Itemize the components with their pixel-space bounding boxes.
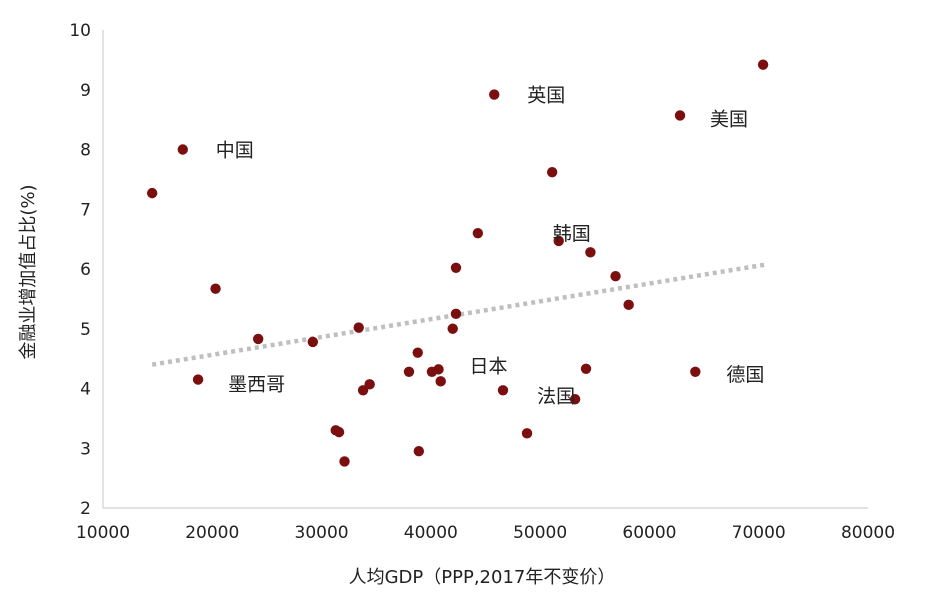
y-tick-label: 2 — [80, 499, 91, 519]
data-point — [333, 426, 345, 438]
y-tick-label: 7 — [80, 200, 91, 220]
data-point — [489, 89, 500, 100]
data-point — [585, 247, 596, 258]
point-label: 美国 — [710, 108, 748, 130]
data-point — [210, 283, 221, 294]
x-tick-label: 80000 — [841, 523, 895, 543]
data-point — [146, 187, 158, 199]
point-label: 日本 — [470, 355, 508, 377]
data-point — [339, 456, 350, 467]
data-point — [610, 270, 621, 282]
data-point — [521, 428, 533, 439]
point-label: 英国 — [527, 85, 565, 107]
x-tick-label: 70000 — [732, 523, 786, 543]
data-point — [447, 323, 458, 334]
y-axis-title: 金融业增加值占比(%) — [18, 184, 39, 359]
point-label: 德国 — [726, 364, 764, 386]
y-tick-label: 10 — [69, 21, 91, 41]
data-point — [497, 385, 509, 396]
y-tick-label: 6 — [80, 260, 91, 280]
point-label: 韩国 — [553, 223, 591, 245]
data-point — [569, 394, 581, 405]
y-tick-label: 4 — [80, 380, 91, 400]
x-tick-label: 60000 — [622, 523, 676, 543]
x-tick-label: 40000 — [404, 523, 458, 543]
x-tick-label: 50000 — [513, 523, 567, 543]
data-point — [192, 374, 204, 385]
data-point — [357, 385, 369, 396]
data-point — [450, 262, 462, 274]
point-label: 法国 — [537, 385, 575, 407]
data-point — [690, 366, 701, 377]
y-tick-label: 8 — [80, 141, 91, 161]
data-point — [177, 144, 188, 155]
data-point — [553, 235, 564, 247]
x-tick-label: 10000 — [76, 523, 130, 543]
data-point — [580, 363, 592, 374]
data-point — [413, 446, 425, 457]
data-point — [412, 347, 423, 358]
data-point — [546, 167, 558, 178]
x-tick-label: 30000 — [295, 523, 349, 543]
data-point — [252, 333, 264, 345]
data-point — [353, 322, 364, 333]
data-point — [757, 59, 769, 70]
data-point — [450, 308, 462, 320]
data-point — [307, 336, 319, 348]
y-tick-label: 9 — [80, 81, 91, 101]
y-tick-label: 5 — [80, 320, 91, 340]
point-label: 中国 — [216, 140, 254, 162]
x-axis-title: 人均GDP（PPP,2017年不变价） — [349, 567, 616, 588]
data-point — [433, 364, 444, 375]
x-tick-label: 20000 — [185, 523, 239, 543]
point-label: 墨西哥 — [228, 374, 285, 396]
data-point — [472, 227, 484, 239]
data-point — [674, 110, 686, 121]
data-point — [435, 376, 446, 387]
data-point — [364, 379, 375, 390]
data-point — [403, 366, 415, 377]
data-point — [623, 299, 634, 311]
y-tick-label: 3 — [80, 439, 91, 459]
